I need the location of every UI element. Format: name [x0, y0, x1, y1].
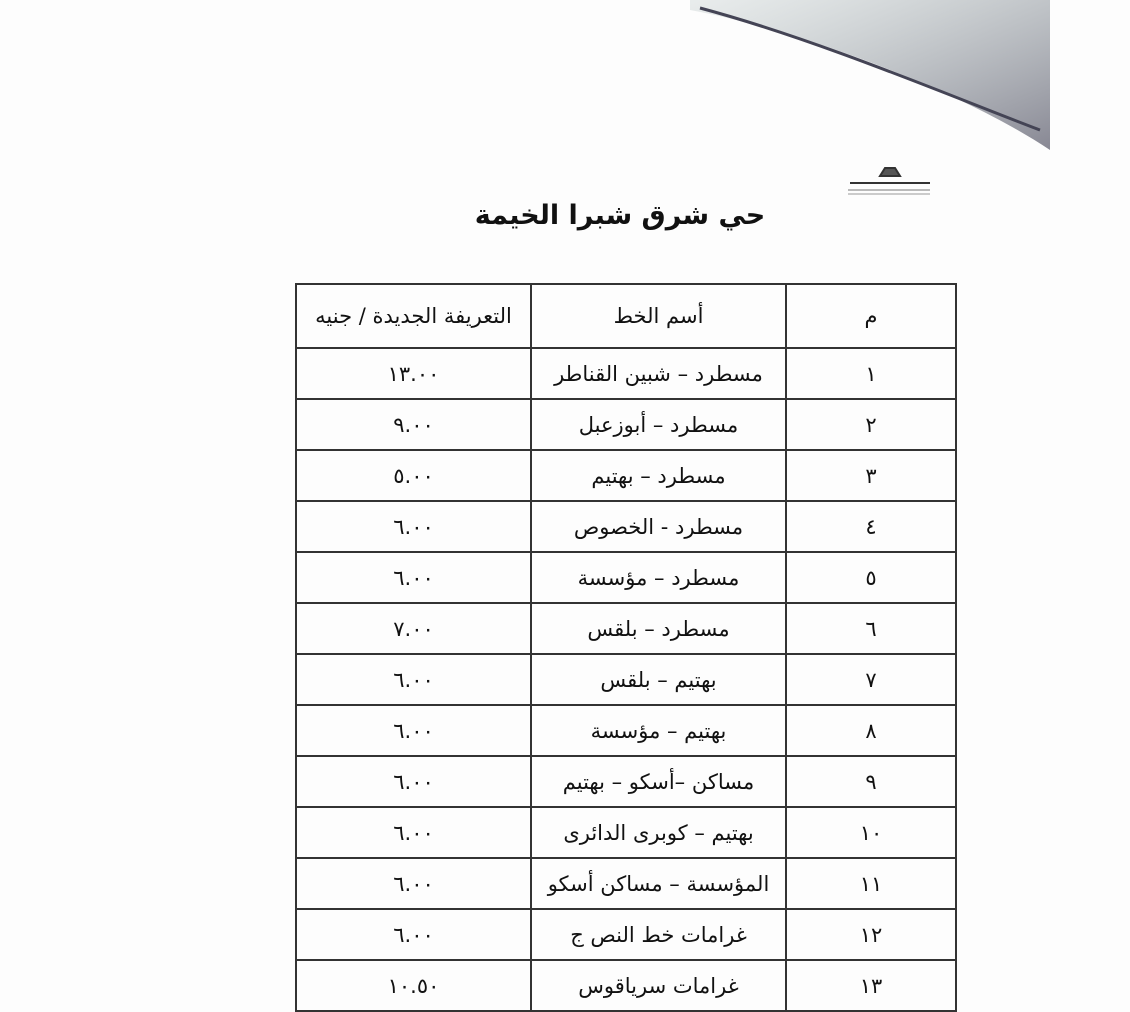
table-row: ١٢ غرامات خط النص ج ٦.٠٠ [295, 908, 957, 961]
row-number: ٨ [785, 704, 957, 757]
row-number: ٤ [785, 500, 957, 553]
line-name: المؤسسة – مساكن أسكو [530, 857, 787, 910]
row-number: ٦ [785, 602, 957, 655]
table-row: ٤ مسطرد - الخصوص ٦.٠٠ [295, 500, 957, 553]
fare: ٦.٠٠ [295, 500, 532, 553]
scan-edge [699, 6, 1041, 132]
table-row: ١٣ غرامات سرياقوس ١٠.٥٠ [295, 959, 957, 1012]
logo [848, 167, 930, 195]
row-number: ١ [785, 347, 957, 400]
column-header: أسم الخط [530, 283, 787, 349]
fare: ٩.٠٠ [295, 398, 532, 451]
line-name: بهتيم – كوبرى الدائرى [530, 806, 787, 859]
table-row: ٩ مساكن –أسكو – بهتيم ٦.٠٠ [295, 755, 957, 808]
fare: ٦.٠٠ [295, 653, 532, 706]
row-number: ١٠ [785, 806, 957, 859]
line-name: مسطرد – بهتيم [530, 449, 787, 502]
fare: ٦.٠٠ [295, 857, 532, 910]
table-row: ٥ مسطرد – مؤسسة ٦.٠٠ [295, 551, 957, 604]
row-number: ١٢ [785, 908, 957, 961]
fare: ٧.٠٠ [295, 602, 532, 655]
decoration [690, 0, 1050, 195]
row-number: ٧ [785, 653, 957, 706]
line-name: مسطرد – أبوزعبل [530, 398, 787, 451]
fare: ٦.٠٠ [295, 908, 532, 961]
table-row: ٧ بهتيم – بلقس ٦.٠٠ [295, 653, 957, 706]
column-header: م [785, 283, 957, 349]
table-row: ١ مسطرد – شبين القناطر ١٣.٠٠ [295, 347, 957, 400]
row-number: ٣ [785, 449, 957, 502]
line-name: مساكن –أسكو – بهتيم [530, 755, 787, 808]
fare: ٦.٠٠ [295, 806, 532, 859]
fare: ١٠.٥٠ [295, 959, 532, 1012]
row-number: ٥ [785, 551, 957, 604]
line-name: غرامات خط النص ج [530, 908, 787, 961]
title: حي شرق شبرا الخيمة [474, 200, 766, 231]
table-row: ١٠ بهتيم – كوبرى الدائرى ٦.٠٠ [295, 806, 957, 859]
line-name: غرامات سرياقوس [530, 959, 787, 1012]
row-number: ٢ [785, 398, 957, 451]
fare: ٦.٠٠ [295, 704, 532, 757]
fare: ٦.٠٠ [295, 755, 532, 808]
column-header: التعريفة الجديدة / جنيه [295, 283, 532, 349]
table-row: ٨ بهتيم – مؤسسة ٦.٠٠ [295, 704, 957, 757]
table-row: ٢ مسطرد – أبوزعبل ٩.٠٠ [295, 398, 957, 451]
line-name: مسطرد – بلقس [530, 602, 787, 655]
fare: ٥.٠٠ [295, 449, 532, 502]
fare: ٦.٠٠ [295, 551, 532, 604]
table-row: ١١ المؤسسة – مساكن أسكو ٦.٠٠ [295, 857, 957, 910]
table-row: ٣ مسطرد – بهتيم ٥.٠٠ [295, 449, 957, 502]
line-name: بهتيم – بلقس [530, 653, 787, 706]
row-number: ١١ [785, 857, 957, 910]
row-number: ٩ [785, 755, 957, 808]
table-row: ٦ مسطرد – بلقس ٧.٠٠ [295, 602, 957, 655]
line-name: مسطرد - الخصوص [530, 500, 787, 553]
line-name: مسطرد – شبين القناطر [530, 347, 787, 400]
fare: ١٣.٠٠ [295, 347, 532, 400]
tariff-table: م أسم الخط التعريفة الجديدة / جنيه ١ مسطرد –… [295, 283, 957, 1012]
scan-shadow [690, 0, 1050, 150]
table-body: م أسم الخط التعريفة الجديدة / جنيه ١ مسطرد –… [295, 283, 957, 1012]
header-row: م أسم الخط التعريفة الجديدة / جنيه [295, 283, 957, 349]
line-name: مسطرد – مؤسسة [530, 551, 787, 604]
row-number: ١٣ [785, 959, 957, 1012]
line-name: بهتيم – مؤسسة [530, 704, 787, 757]
